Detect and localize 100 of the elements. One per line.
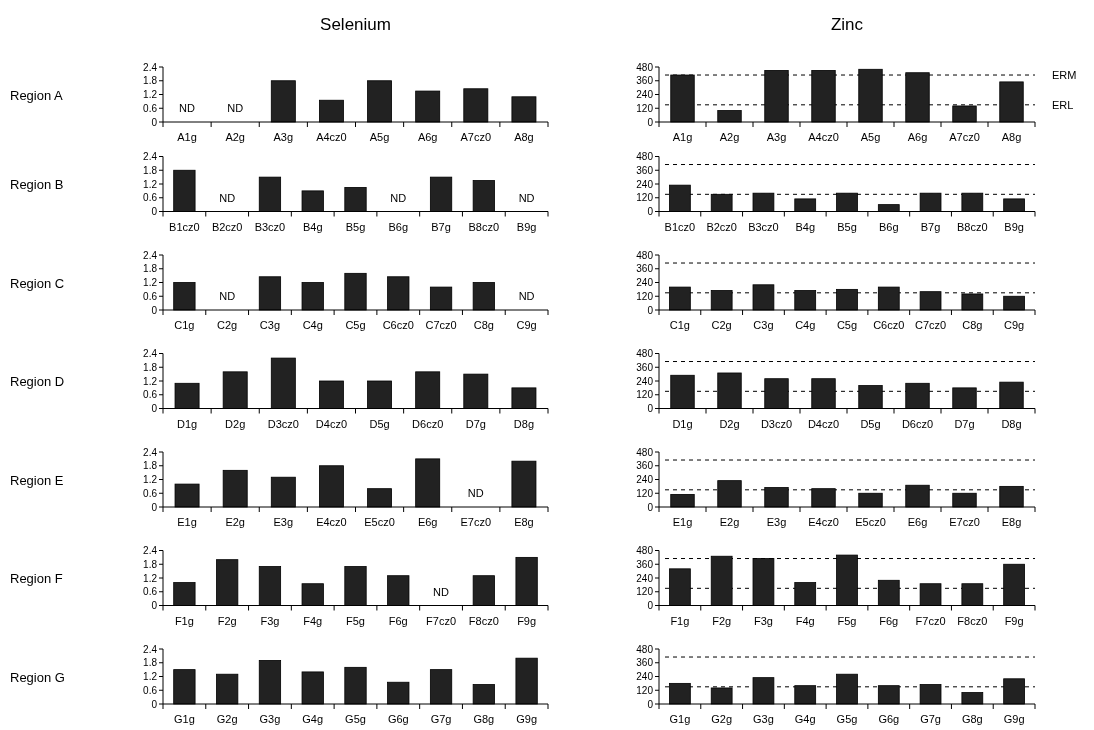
x-tick-label: E5cz0 bbox=[364, 516, 395, 528]
x-tick-label: A7cz0 bbox=[460, 131, 492, 143]
x-tick-label: G6g bbox=[387, 713, 409, 725]
y-tick-label: 480 bbox=[636, 643, 654, 655]
x-tick-label: D7g bbox=[465, 417, 486, 430]
y-tick-label: 480 bbox=[636, 151, 654, 162]
x-tick-label: E5cz0 bbox=[855, 516, 886, 528]
x-tick-label: G9g bbox=[1003, 713, 1025, 725]
y-tick-label: 0 bbox=[647, 698, 654, 710]
x-tick-label: C2g bbox=[711, 319, 732, 331]
x-tick-label: A6g bbox=[417, 131, 438, 143]
y-tick-label: 0.6 bbox=[143, 487, 158, 499]
y-tick-label: 240 bbox=[636, 89, 654, 100]
x-tick-label: F5g bbox=[837, 614, 857, 627]
x-tick-label: B4g bbox=[795, 220, 816, 233]
y-axis-title: Region B bbox=[10, 177, 64, 192]
y-tick-label: 480 bbox=[636, 61, 654, 73]
y-tick-label: 480 bbox=[636, 545, 654, 556]
y-tick-label: 240 bbox=[636, 277, 654, 288]
y-tick-label: 0 bbox=[151, 403, 158, 414]
x-tick-label: G8g bbox=[473, 713, 495, 725]
x-tick-label: D3cz0 bbox=[267, 417, 299, 430]
x-tick-label: B9g bbox=[516, 220, 537, 233]
y-tick-label: 0.6 bbox=[143, 102, 158, 114]
x-tick-label: C1g bbox=[669, 319, 690, 331]
x-tick-label: C4g bbox=[795, 319, 816, 331]
y-tick-label: 0 bbox=[151, 698, 158, 710]
x-tick-label: A5g bbox=[860, 131, 881, 143]
x-tick-label: C2g bbox=[217, 319, 238, 331]
x-tick-label: E6g bbox=[907, 516, 928, 528]
x-tick-label: A8g bbox=[1001, 131, 1022, 143]
y-tick-label: 240 bbox=[636, 375, 654, 387]
y-tick-label: 1.2 bbox=[143, 671, 158, 682]
annotation: ND bbox=[219, 191, 236, 204]
x-tick-label: D2g bbox=[225, 417, 246, 430]
x-tick-label: A1g bbox=[177, 131, 197, 143]
y-tick-label: 240 bbox=[636, 178, 654, 190]
x-tick-label: D2g bbox=[719, 417, 740, 430]
y-tick-label: 0 bbox=[647, 206, 654, 217]
x-tick-label: B8cz0 bbox=[468, 220, 500, 233]
y-tick-label: 240 bbox=[636, 671, 654, 682]
y-tick-label: 0 bbox=[647, 304, 654, 316]
y-tick-label: 120 bbox=[636, 586, 654, 598]
x-tick-label: E1g bbox=[177, 516, 197, 528]
x-tick-label: E7cz0 bbox=[460, 516, 492, 528]
x-tick-label: G1g bbox=[669, 713, 691, 725]
x-tick-label: A4cz0 bbox=[316, 131, 347, 143]
y-axis-title: Region G bbox=[10, 669, 65, 685]
y-tick-label: 1.8 bbox=[143, 361, 158, 373]
x-tick-label: C6cz0 bbox=[382, 319, 414, 331]
y-tick-label: 2.4 bbox=[143, 151, 158, 162]
y-tick-label: 360 bbox=[636, 164, 654, 176]
x-tick-label: F4g bbox=[795, 614, 815, 627]
y-tick-label: 240 bbox=[636, 572, 654, 584]
y-axis-title: Region E bbox=[10, 472, 64, 488]
x-tick-label: D6cz0 bbox=[412, 417, 444, 430]
x-tick-label: E8g bbox=[1001, 516, 1022, 528]
y-tick-label: 1.8 bbox=[143, 164, 158, 176]
x-tick-label: A7cz0 bbox=[949, 131, 980, 143]
y-tick-label: 2.4 bbox=[143, 643, 158, 655]
y-tick-label: 1.8 bbox=[143, 263, 158, 275]
x-tick-label: A2g bbox=[719, 131, 740, 143]
x-tick-label: E2g bbox=[719, 516, 740, 528]
x-tick-label: E6g bbox=[417, 516, 438, 528]
x-tick-label: E4cz0 bbox=[808, 516, 839, 528]
x-tick-label: F8cz0 bbox=[468, 614, 499, 627]
y-tick-label: 120 bbox=[636, 389, 654, 401]
y-tick-label: 0 bbox=[647, 600, 654, 611]
x-tick-label: D8g bbox=[1001, 417, 1022, 430]
y-tick-label: 360 bbox=[636, 75, 654, 87]
x-tick-label: E7cz0 bbox=[949, 516, 980, 528]
y-tick-label: 0 bbox=[151, 600, 158, 611]
x-tick-label: B9g bbox=[1004, 220, 1024, 233]
y-tick-label: 0.6 bbox=[143, 192, 158, 204]
y-tick-label: 360 bbox=[636, 460, 654, 472]
x-tick-label: B6g bbox=[388, 220, 409, 233]
x-tick-label: G1g bbox=[173, 713, 195, 725]
x-tick-label: G2g bbox=[216, 713, 238, 725]
x-tick-label: D5g bbox=[369, 417, 390, 430]
y-axis-title: Region D bbox=[10, 374, 65, 389]
y-tick-label: 360 bbox=[636, 657, 654, 669]
x-tick-label: E1g bbox=[672, 516, 693, 528]
x-tick-label: F7cz0 bbox=[426, 614, 457, 627]
x-tick-label: F3g bbox=[260, 614, 280, 627]
x-tick-label: F6g bbox=[879, 614, 899, 627]
x-tick-label: C3g bbox=[259, 319, 281, 331]
x-tick-label: C3g bbox=[753, 319, 774, 331]
annotation: ND bbox=[518, 290, 535, 303]
x-tick-label: F9g bbox=[517, 614, 537, 627]
x-tick-label: G8g bbox=[961, 713, 983, 725]
x-tick-label: B5g bbox=[837, 220, 857, 233]
x-tick-label: C1g bbox=[174, 319, 195, 331]
y-tick-label: 1.8 bbox=[143, 657, 158, 669]
x-tick-label: G2g bbox=[711, 713, 733, 725]
x-tick-label: E4cz0 bbox=[316, 516, 347, 528]
x-tick-label: F2g bbox=[217, 614, 237, 627]
y-tick-label: 120 bbox=[636, 102, 654, 114]
x-tick-label: B7g bbox=[920, 220, 941, 233]
y-tick-label: 480 bbox=[636, 348, 654, 359]
x-tick-label: C8g bbox=[962, 319, 983, 331]
